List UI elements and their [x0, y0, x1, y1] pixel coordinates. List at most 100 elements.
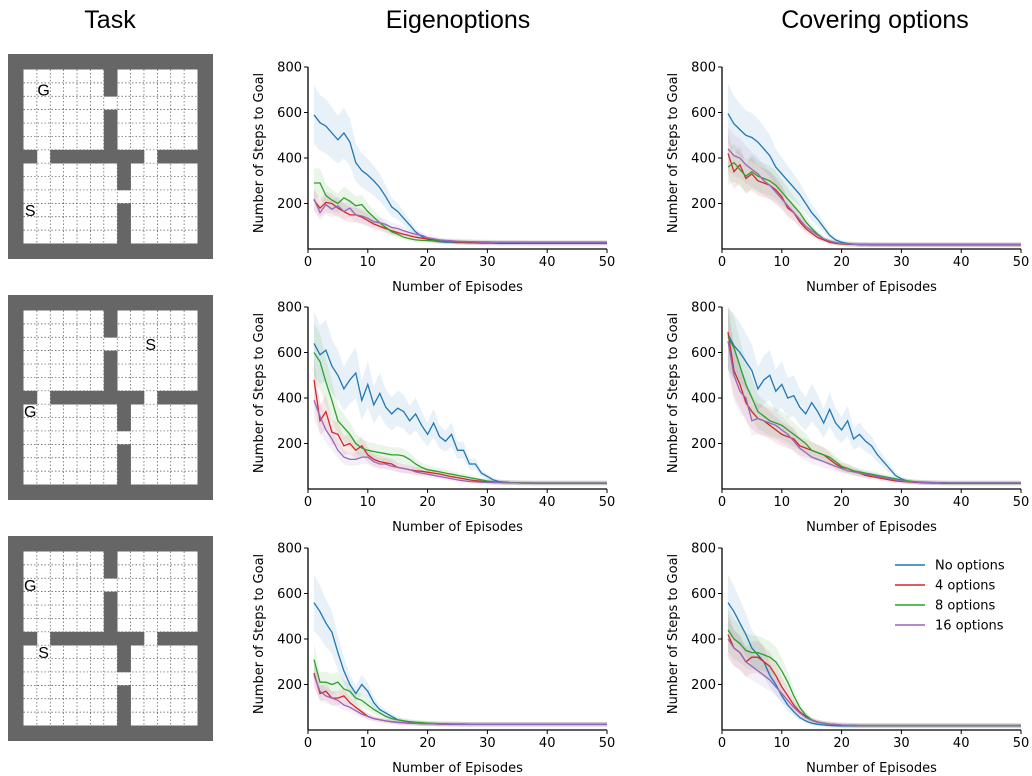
gridworld-task-3: GS [8, 536, 213, 741]
y-tick-label: 400 [691, 633, 716, 648]
x-tick-label: 20 [833, 736, 850, 751]
x-tick-label: 20 [419, 255, 436, 270]
wall-cell [103, 136, 118, 151]
column-title-task: Task [84, 6, 136, 34]
y-tick-label: 200 [691, 437, 716, 452]
start-marker: S [25, 203, 36, 220]
wall-cell [90, 390, 105, 405]
confidence-band [314, 189, 607, 246]
confidence-band [314, 380, 607, 486]
x-tick-label: 10 [360, 495, 377, 510]
wall-cell [117, 457, 131, 472]
y-tick-label: 600 [691, 587, 716, 602]
y-tick-label: 600 [277, 346, 302, 361]
wall-cell [130, 631, 145, 646]
confidence-band [728, 619, 1021, 728]
y-axis-label: Number of Steps to Goal [666, 73, 681, 233]
x-tick-label: 40 [539, 255, 556, 270]
y-tick-label: 400 [691, 392, 716, 407]
panel-5: 0 10 20 30 40 50 200 400 600 800 Number of Episode… [252, 542, 615, 776]
panel-4: 0 10 20 30 40 50 200 400 600 800 Number of Episode… [666, 301, 1029, 536]
legend-entry: 8 options [935, 599, 996, 614]
wall-cell [157, 631, 172, 646]
x-tick-label: 0 [718, 736, 726, 751]
y-tick-label: 800 [691, 61, 716, 76]
wall-cell [103, 618, 118, 633]
wall-cell [50, 390, 64, 405]
y-tick-label: 400 [691, 152, 716, 167]
x-tick-label: 10 [774, 495, 791, 510]
legend-entry: 4 options [935, 579, 996, 594]
x-tick-label: 20 [833, 495, 850, 510]
wall-cell [103, 377, 118, 392]
y-tick-label: 600 [691, 346, 716, 361]
x-axis-label: Number of Episodes [392, 761, 523, 776]
x-tick-label: 20 [833, 255, 850, 270]
y-tick-label: 200 [277, 437, 302, 452]
wall-cell [50, 149, 64, 164]
confidence-band [728, 126, 1021, 247]
confidence-band [728, 308, 1021, 486]
wall-cell [117, 471, 131, 485]
x-tick-label: 30 [893, 255, 910, 270]
y-tick-label: 200 [277, 197, 302, 212]
confidence-band [728, 132, 1021, 248]
wall-cell [77, 149, 91, 164]
series-line [313, 400, 607, 484]
x-tick-label: 50 [1013, 255, 1030, 270]
wall-cell [103, 310, 118, 325]
x-tick-label: 30 [479, 495, 496, 510]
wall-cell [117, 658, 131, 673]
wall-cell [103, 364, 118, 378]
y-tick-label: 800 [277, 301, 302, 316]
gridworld-task-1: GS [8, 54, 213, 259]
x-tick-label: 50 [1013, 495, 1030, 510]
x-tick-label: 30 [479, 736, 496, 751]
wall-cell [103, 109, 118, 124]
x-tick-label: 0 [304, 736, 312, 751]
y-tick-label: 600 [277, 587, 302, 602]
wall-cell [63, 149, 78, 164]
wall-cell [77, 631, 91, 646]
wall-cell [103, 82, 118, 97]
wall-cell [117, 444, 131, 459]
y-axis-label: Number of Steps to Goal [252, 313, 267, 473]
series-line [727, 340, 1021, 484]
wall-cell [184, 631, 198, 646]
y-tick-label: 400 [277, 152, 302, 167]
x-axis-label: Number of Episodes [806, 761, 937, 776]
wall-cell [117, 203, 131, 218]
wall-cell [103, 551, 118, 566]
series-line [313, 675, 607, 725]
wall-cell [63, 631, 78, 646]
wall-cell [117, 631, 131, 646]
y-tick-label: 800 [691, 542, 716, 557]
x-tick-label: 20 [419, 736, 436, 751]
x-tick-label: 30 [893, 736, 910, 751]
x-tick-label: 50 [599, 495, 616, 510]
x-tick-label: 10 [360, 736, 377, 751]
x-tick-label: 0 [304, 255, 312, 270]
column-title-eigenoptions: Eigenoptions [386, 6, 531, 34]
wall-cell [90, 631, 105, 646]
wall-cell [103, 69, 118, 84]
wall-cell [184, 390, 198, 405]
y-tick-label: 400 [277, 392, 302, 407]
x-tick-label: 10 [774, 736, 791, 751]
wall-cell [170, 390, 185, 405]
wall-cell [103, 390, 118, 405]
x-axis-label: Number of Episodes [392, 520, 523, 535]
wall-cell [117, 163, 131, 177]
start-marker: S [38, 645, 49, 662]
x-axis-label: Number of Episodes [806, 520, 937, 535]
wall-cell [117, 404, 131, 418]
confidence-band [314, 85, 607, 246]
wall-cell [23, 149, 38, 164]
confidence-band [728, 307, 1021, 486]
wall-cell [103, 149, 118, 164]
wall-cell [117, 685, 131, 700]
y-tick-label: 800 [277, 61, 302, 76]
legend-entry: No options [935, 559, 1005, 574]
